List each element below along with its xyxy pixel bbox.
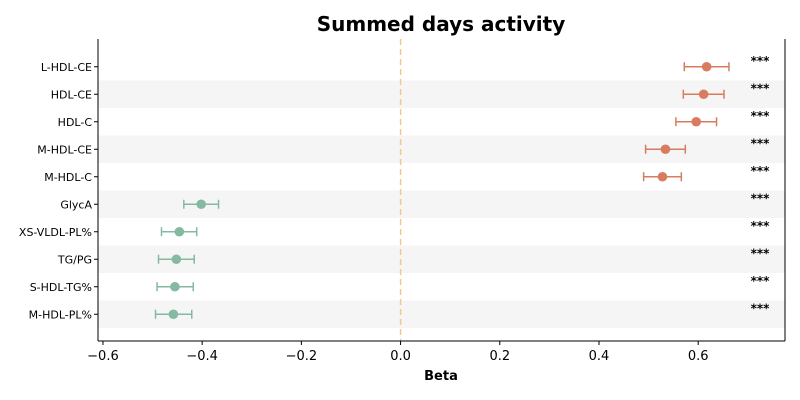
significance-label: *** [751, 81, 771, 95]
significance-label: *** [751, 274, 771, 288]
row-stripe [98, 300, 785, 328]
category-label: M-HDL-CE [37, 143, 92, 156]
x-tick-label: 0.4 [589, 349, 610, 364]
x-ticks: −0.6 −0.4 −0.2 0.0 0.2 0.4 0.6 [87, 341, 709, 364]
data-point [170, 281, 180, 292]
points [168, 61, 712, 320]
data-point [196, 199, 206, 210]
category-label: L-HDL-CE [41, 61, 92, 74]
category-label: S-HDL-TG% [30, 281, 92, 294]
data-point [657, 171, 668, 182]
data-point [691, 116, 702, 127]
x-tick-label: −0.4 [186, 349, 218, 364]
significance-label: *** [751, 191, 771, 205]
x-tick-label: −0.6 [87, 349, 119, 364]
axes [94, 39, 786, 342]
row-stripe [98, 80, 785, 108]
x-axis-title: Beta [424, 369, 458, 384]
significance-label: *** [751, 164, 771, 178]
chart-title: Summed days activity [317, 12, 566, 36]
significance-label: *** [751, 219, 771, 233]
data-point [660, 144, 671, 155]
x-tick-label: 0.6 [688, 349, 709, 364]
x-tick-label: 0.0 [390, 349, 411, 364]
data-point [701, 61, 712, 72]
category-label: GlycA [60, 198, 92, 211]
category-label: M-HDL-C [44, 171, 92, 184]
significance-label: *** [751, 109, 771, 123]
category-label: HDL-C [58, 116, 93, 129]
x-tick-label: 0.2 [489, 349, 510, 364]
category-label: HDL-CE [51, 88, 92, 101]
row-stripe [98, 245, 785, 273]
data-point [698, 89, 709, 100]
category-label: TG/PG [57, 253, 92, 266]
significance-label: *** [751, 54, 771, 68]
data-point [168, 309, 179, 320]
significance-label: *** [751, 136, 771, 150]
significance-labels: *** *** *** *** *** *** *** *** *** *** [751, 54, 771, 316]
x-tick-label: −0.2 [286, 349, 318, 364]
category-label: M-HDL-PL% [29, 308, 92, 321]
data-point [171, 254, 182, 265]
significance-label: *** [751, 301, 771, 315]
significance-label: *** [751, 246, 771, 260]
category-labels: L-HDL-CE HDL-CE HDL-C M-HDL-CE M-HDL-C GlycA X… [19, 61, 93, 322]
data-point [174, 226, 185, 237]
category-label: XS-VLDL-PL% [19, 226, 92, 239]
